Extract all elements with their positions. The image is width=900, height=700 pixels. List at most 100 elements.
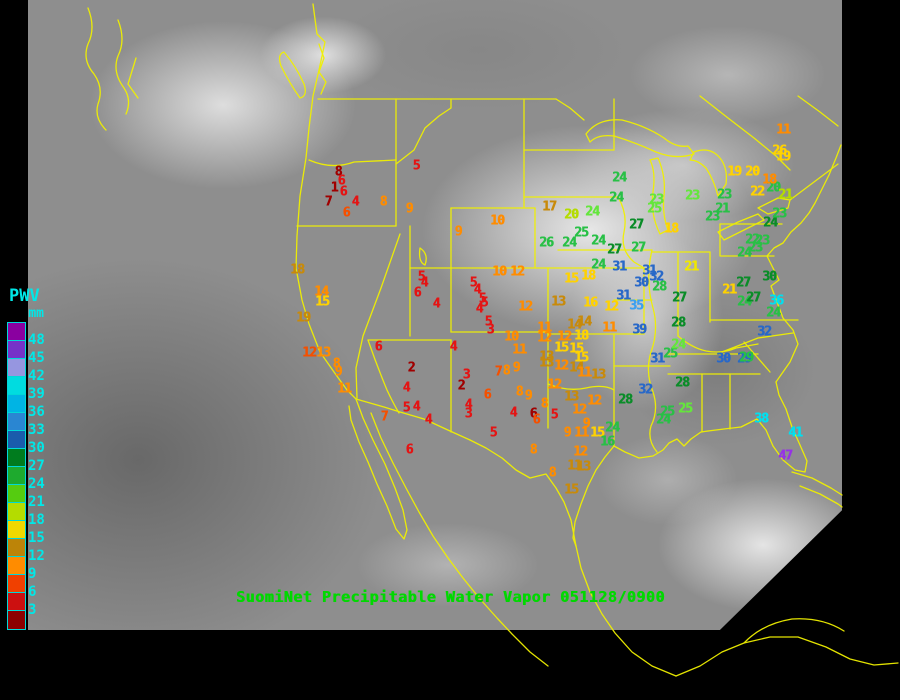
station-value: 15 [574,350,589,366]
station-value: 4 [402,380,411,396]
station-value: 11 [567,458,582,474]
station-value: 5 [412,158,421,174]
station-value: 30 [762,269,777,285]
station-value: 5 [484,314,493,330]
station-value: 18 [290,262,305,278]
station-value: 2 [407,360,416,376]
legend-swatch [7,412,26,432]
station-value: 23 [685,188,700,204]
station-value: 6 [529,406,538,422]
station-value: 30 [634,275,649,291]
station-value: 20 [745,164,760,180]
station-value: 20 [564,207,579,223]
station-value: 11 [537,320,552,336]
station-value: 26 [772,143,787,159]
station-value: 31 [612,259,627,275]
station-value: 12 [518,299,533,315]
legend-entry: 12 [4,538,50,563]
station-value: 9 [524,388,533,404]
station-value: 1 [330,180,339,196]
station-value: 9 [405,201,414,217]
legend-swatch [7,484,26,504]
station-value: 25 [574,225,589,241]
station-value: 20 [766,180,781,196]
station-value: 15 [590,425,605,441]
station-value: 23 [705,209,720,225]
station-value: 8 [529,442,538,458]
station-value: 23 [772,206,787,222]
station-value: 36 [769,293,784,309]
station-value: 24 [766,305,781,321]
station-value: 18 [581,268,596,284]
station-value: 6 [342,205,351,221]
station-value: 4 [464,397,473,413]
station-value: 2 [457,378,466,394]
station-value: 6 [413,285,422,301]
station-value: 24 [737,245,752,261]
station-value: 9 [512,360,521,376]
legend-swatch [7,448,26,468]
station-value: 8 [502,363,511,379]
station-value: 28 [671,315,686,331]
station-value: 24 [612,170,627,186]
station-value: 17 [542,199,557,215]
station-value: 27 [736,275,751,291]
legend-entry: 9 [4,556,50,581]
station-value: 4 [449,339,458,355]
station-value: 7 [494,364,503,380]
station-value: 8 [334,164,343,180]
station-value: 31 [616,288,631,304]
station-value: 15 [564,271,579,287]
legend-label: 21 [28,494,45,510]
station-value: 16 [583,295,598,311]
legend-label: 9 [28,566,37,582]
station-value: 3 [464,406,473,422]
legend-label: 42 [28,368,45,384]
legend-entry: 27 [4,448,50,473]
station-value: 28 [618,392,633,408]
station-value: 7 [380,409,389,425]
station-value: 21 [778,187,793,203]
station-value: 38 [754,411,769,427]
legend-entry: 30 [4,430,50,455]
station-value: 28 [652,279,667,295]
station-value: 9 [454,224,463,240]
station-value: 25 [663,346,678,362]
station-value: 19 [776,149,791,165]
station-value: 12 [510,264,525,280]
station-value: 27 [746,290,761,306]
legend-entry: 3 [4,592,50,617]
station-value: 3 [462,367,471,383]
legend-swatch [7,358,26,378]
station-value: 6 [339,184,348,200]
legend-entry: 18 [4,502,50,527]
station-value: 27 [672,290,687,306]
station-value: 29 [737,351,752,367]
station-value: 12 [572,402,587,418]
station-value: 25 [678,401,693,417]
legend-entry: 21 [4,484,50,509]
station-value: 8 [548,465,557,481]
station-value: 15 [564,482,579,498]
station-value: 6 [483,387,492,403]
station-value: 27 [607,242,622,258]
station-value: 5 [480,295,489,311]
legend-label: 15 [28,530,45,546]
station-value: 12 [573,444,588,460]
legend-entry: 48 [4,322,50,347]
legend-swatch [7,574,26,594]
station-value: 4 [351,194,360,210]
station-value: 30 [716,351,731,367]
station-value: 13 [539,355,554,371]
station-value: 11 [776,122,791,138]
station-value: 11 [574,425,589,441]
legend-label: 18 [28,512,45,528]
station-value: 16 [600,434,615,450]
station-value: 10 [492,264,507,280]
station-value: 41 [788,425,803,441]
station-value: 12 [554,358,569,374]
station-value: 19 [296,310,311,326]
legend-swatch [7,538,26,558]
station-value: 6 [374,339,383,355]
legend-swatch [7,340,26,360]
